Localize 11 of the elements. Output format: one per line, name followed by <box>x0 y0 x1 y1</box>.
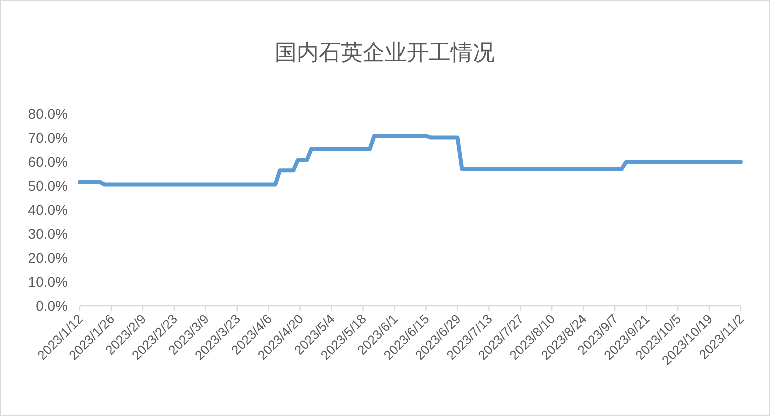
y-tick-label: 80.0% <box>28 106 68 122</box>
y-tick-label: 30.0% <box>28 226 68 242</box>
y-tick-label: 0.0% <box>36 298 68 314</box>
line-series <box>78 134 743 187</box>
y-tick-label: 20.0% <box>28 250 68 266</box>
y-tick-label: 60.0% <box>28 154 68 170</box>
y-tick-label: 40.0% <box>28 202 68 218</box>
y-tick-label: 70.0% <box>28 130 68 146</box>
y-tick-label: 10.0% <box>28 274 68 290</box>
chart-title: 国内石英企业开工情况 <box>275 40 495 65</box>
y-tick-label: 50.0% <box>28 178 68 194</box>
